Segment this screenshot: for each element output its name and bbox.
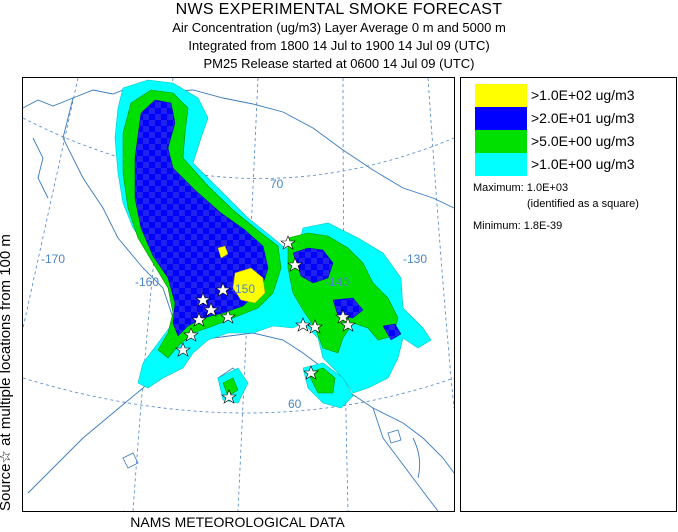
source-star xyxy=(335,309,351,324)
legend-swatch xyxy=(475,153,527,176)
lon-130-label: -130 xyxy=(403,252,427,266)
smoke-forecast-map: -170 -160 -150 -140 -130 70 60 xyxy=(23,78,454,511)
grid-labels: -170 -160 -150 -140 -130 70 60 xyxy=(41,177,427,411)
legend-item-level-20: >2.0E+01 ug/m3 xyxy=(475,107,665,130)
lat-70-label: 70 xyxy=(270,177,284,191)
source-star xyxy=(295,317,311,332)
seward-peninsula xyxy=(32,137,49,199)
lat-60-line xyxy=(23,377,454,414)
lon-130-line xyxy=(427,78,454,409)
lon-150-label: -150 xyxy=(231,282,255,296)
meteorological-data-label: NAMS METEOROLOGICAL DATA xyxy=(130,514,345,530)
plume-core-yellow xyxy=(232,267,266,304)
source-location-label: Source☆ at multiple locations from 100 m xyxy=(0,234,14,511)
plume-east-blue xyxy=(292,247,334,284)
legend-item-level-5: >5.0E+00 ug/m3 xyxy=(475,130,665,153)
source-star xyxy=(307,319,323,334)
release-start: PM25 Release started at 0600 14 Jul 09 (… xyxy=(203,56,475,71)
lon-160-label: -160 xyxy=(135,275,159,289)
legend-minimum: Minimum: 1.8E-39 xyxy=(473,220,563,232)
island-east xyxy=(387,429,402,444)
source-markers xyxy=(175,235,356,404)
source-star xyxy=(215,282,231,297)
source-star xyxy=(221,389,237,404)
legend-item-level-1: >1.0E+00 ug/m3 xyxy=(475,153,665,176)
plume-level-100 xyxy=(217,245,266,304)
legend-maximum: Maximum: 1.0E+03 xyxy=(473,182,569,194)
legend: >1.0E+02 ug/m3 >2.0E+01 ug/m3 >5.0E+00 u… xyxy=(460,77,677,512)
source-star xyxy=(280,235,296,250)
legend-label: >5.0E+00 ug/m3 xyxy=(531,133,635,149)
alaska-peninsula xyxy=(27,367,164,494)
arctic-coast xyxy=(23,85,454,209)
legend-maximum-note: (identified as a square) xyxy=(527,198,639,210)
plume-far-east-blue xyxy=(382,323,402,341)
source-star xyxy=(191,312,207,327)
legend-swatch xyxy=(475,107,527,130)
legend-label: >1.0E+02 ug/m3 xyxy=(531,87,635,103)
plume-islet-green xyxy=(222,377,239,397)
plume-core2-yellow xyxy=(217,245,229,259)
source-star xyxy=(183,327,199,342)
source-star xyxy=(303,365,319,380)
plume-south-green xyxy=(307,367,336,394)
coast-ridge xyxy=(412,437,421,479)
forecast-title: NWS EXPERIMENTAL SMOKE FORECAST xyxy=(175,1,503,18)
legend-swatch xyxy=(475,130,527,153)
legend-label: >1.0E+00 ug/m3 xyxy=(531,156,635,172)
source-star xyxy=(195,292,211,307)
panhandle-coast xyxy=(372,407,439,511)
integration-period: Integrated from 1800 14 Jul to 1900 14 J… xyxy=(188,38,490,53)
gulf-of-alaska-coast xyxy=(182,332,454,474)
source-star xyxy=(175,342,191,357)
lon-170-line xyxy=(23,78,79,329)
legend-item-level-100: >1.0E+02 ug/m3 xyxy=(475,84,665,107)
legend-swatch xyxy=(475,84,527,107)
lon-170-label: -170 xyxy=(41,252,65,266)
lon-140-label: -140 xyxy=(325,275,349,289)
source-star xyxy=(203,302,219,317)
lat-70-line xyxy=(23,117,454,179)
source-star xyxy=(340,317,356,332)
lat-60-label: 60 xyxy=(288,397,302,411)
legend-label: >2.0E+01 ug/m3 xyxy=(531,110,635,126)
plume-east2-blue xyxy=(332,297,364,319)
source-star xyxy=(220,309,236,324)
map-frame: -170 -160 -150 -140 -130 70 60 xyxy=(22,77,455,512)
concentration-description: Air Concentration (ug/m3) Layer Average … xyxy=(172,20,506,35)
source-star xyxy=(287,257,303,272)
island-south xyxy=(122,452,139,469)
